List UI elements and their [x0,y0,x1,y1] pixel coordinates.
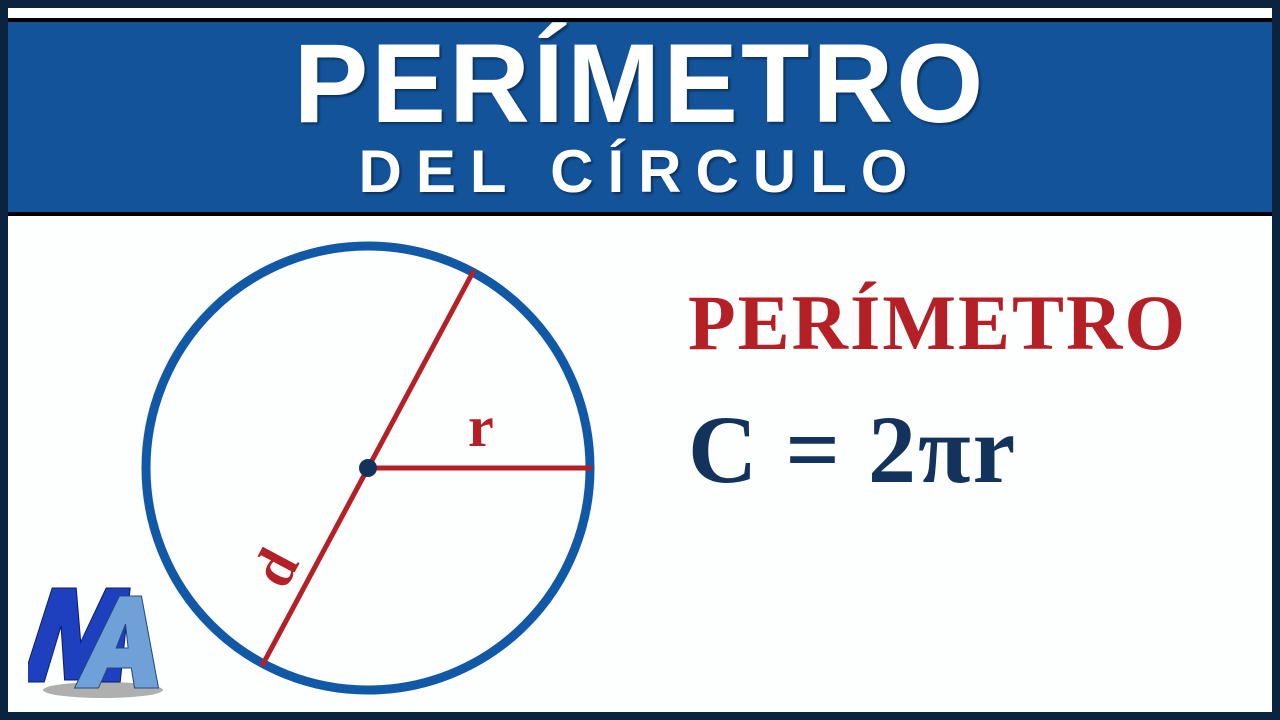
label-r: r [468,394,494,459]
formula-heading: PERÍMETRO [688,278,1248,368]
ma-logo [28,570,178,700]
content-area: r d PERÍMETRO C = 2πr [8,218,1272,712]
circle-diagram: r d [128,228,608,708]
banner-title: PERÍMETRO [28,28,1252,140]
formula-expression: C = 2πr [688,394,1248,505]
formula-block: PERÍMETRO C = 2πr [688,278,1248,505]
center-dot [359,459,377,477]
title-banner: PERÍMETRO DEL CÍRCULO [8,18,1272,216]
label-d: d [239,538,312,597]
slide-frame: PERÍMETRO DEL CÍRCULO r d PERÍMETRO C = … [0,0,1280,720]
banner-subtitle: DEL CÍRCULO [28,142,1252,202]
